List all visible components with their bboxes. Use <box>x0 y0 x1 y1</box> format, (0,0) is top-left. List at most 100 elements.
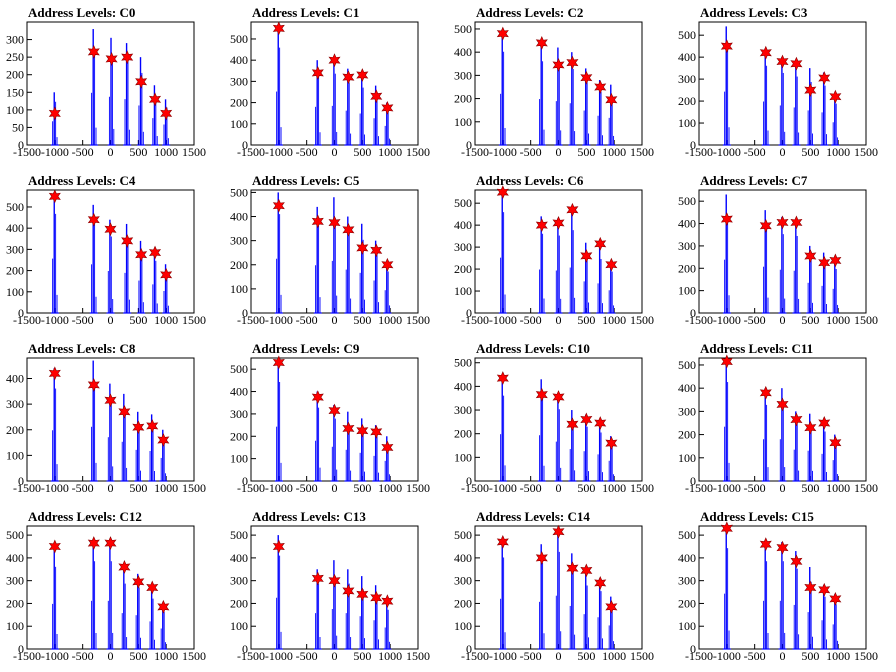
y-tick-label: 400 <box>454 45 472 59</box>
x-tick-label: 500 <box>577 481 595 495</box>
x-tick-label: -1500 <box>461 145 489 159</box>
x-tick-label: 500 <box>801 313 819 327</box>
x-tick-label: -1000 <box>41 649 69 663</box>
level-marker <box>566 55 579 70</box>
x-tick-label: 0 <box>332 481 338 495</box>
x-tick-label: -1000 <box>41 481 69 495</box>
y-tick-label: 0 <box>18 474 24 488</box>
x-tick-label: 500 <box>129 649 147 663</box>
y-tick-label: 0 <box>690 138 696 152</box>
x-tick-label: 1000 <box>154 145 178 159</box>
level-marker <box>311 214 324 229</box>
y-tick-label: 0 <box>466 474 472 488</box>
y-tick-label: 400 <box>230 385 248 399</box>
x-tick-label: -1500 <box>237 481 265 495</box>
x-tick-label: -500 <box>296 481 318 495</box>
y-tick-label: 100 <box>6 285 24 299</box>
level-marker <box>272 355 285 370</box>
y-tick-label: 400 <box>678 381 696 395</box>
y-tick-label: 200 <box>6 264 24 278</box>
level-marker <box>370 243 383 258</box>
y-tick-label: 200 <box>6 596 24 610</box>
chart-panel: Address Levels: C11 0 100 200 300 400 500 -1500… <box>672 336 896 504</box>
x-tick-label: 500 <box>577 145 595 159</box>
x-tick-label: -1500 <box>685 649 713 663</box>
chart-title: Address Levels: C12 <box>28 509 142 524</box>
histogram-plot: 0 100 200 300 400 500 -1500 -1000 -500 0 500 1000 15… <box>678 189 878 327</box>
y-tick-label: 100 <box>454 619 472 633</box>
level-marker <box>328 403 341 418</box>
y-tick-label: 0 <box>466 138 472 152</box>
level-marker <box>356 587 369 602</box>
level-marker <box>135 74 148 89</box>
y-tick-label: 500 <box>454 528 472 542</box>
y-tick-label: 200 <box>678 261 696 275</box>
level-marker <box>552 216 565 230</box>
histogram-plot: 0 100 200 300 400 500 -1500 -1000 -500 0 500 1000 15… <box>230 525 430 663</box>
chart-panel: Address Levels: C0 0 50 100 150 200 250 300 -150… <box>0 0 224 168</box>
y-tick-label: 200 <box>454 427 472 441</box>
chart-title: Address Levels: C15 <box>700 509 814 524</box>
level-marker <box>370 590 383 605</box>
chart-panel: Address Levels: C12 0 100 200 300 400 500 -1500… <box>0 504 224 672</box>
y-tick-label: 0 <box>18 642 24 656</box>
x-tick-label: -500 <box>520 145 542 159</box>
x-tick-label: -500 <box>520 313 542 327</box>
level-marker <box>121 233 134 248</box>
level-marker <box>552 57 565 72</box>
x-tick-label: 0 <box>332 313 338 327</box>
level-marker <box>149 245 162 260</box>
y-tick-label: 0 <box>466 306 472 320</box>
y-tick-label: 500 <box>678 528 696 542</box>
level-marker <box>594 80 607 94</box>
level-marker <box>272 21 285 36</box>
level-marker <box>356 240 369 255</box>
level-marker <box>87 377 100 392</box>
level-marker <box>48 539 61 554</box>
level-marker <box>720 212 733 227</box>
y-tick-label: 100 <box>230 117 248 131</box>
level-marker <box>580 412 593 427</box>
level-marker <box>381 257 394 272</box>
y-tick-label: 0 <box>690 642 696 656</box>
y-tick-label: 400 <box>454 379 472 393</box>
y-tick-label: 400 <box>678 217 696 231</box>
x-tick-label: 500 <box>801 649 819 663</box>
histogram-plot: 0 100 200 300 400 500 -1500 -1000 -500 0 500 1000 15… <box>6 525 206 663</box>
x-tick-label: 500 <box>801 145 819 159</box>
level-marker <box>776 215 789 230</box>
y-tick-label: 500 <box>230 185 248 199</box>
y-tick-label: 500 <box>454 22 472 36</box>
x-tick-label: 1500 <box>182 145 206 159</box>
x-tick-label: -500 <box>744 649 766 663</box>
x-tick-label: 1000 <box>826 481 850 495</box>
x-tick-label: 0 <box>780 481 786 495</box>
x-tick-label: -1000 <box>265 649 293 663</box>
level-marker <box>146 580 159 595</box>
x-tick-label: 1500 <box>630 481 654 495</box>
level-marker <box>87 44 100 59</box>
level-marker <box>328 573 341 588</box>
x-tick-label: 1000 <box>826 145 850 159</box>
y-tick-label: 300 <box>678 404 696 418</box>
level-marker <box>818 582 831 597</box>
x-tick-label: -1500 <box>685 313 713 327</box>
x-tick-label: 1500 <box>630 145 654 159</box>
y-tick-label: 500 <box>678 194 696 208</box>
x-tick-label: -1500 <box>237 145 265 159</box>
level-marker <box>149 92 162 107</box>
chart-title: Address Levels: C10 <box>476 341 590 356</box>
level-marker <box>580 70 593 85</box>
level-marker <box>535 35 548 50</box>
chart-panel: Address Levels: C10 0 100 200 300 400 500 -1500… <box>448 336 672 504</box>
level-marker <box>829 435 842 450</box>
x-tick-label: -500 <box>72 145 94 159</box>
x-tick-label: 0 <box>332 145 338 159</box>
x-tick-label: 500 <box>353 313 371 327</box>
level-marker <box>104 222 117 237</box>
x-tick-label: 0 <box>108 481 114 495</box>
level-marker <box>342 70 355 85</box>
y-tick-label: 300 <box>230 234 248 248</box>
level-marker <box>87 536 100 551</box>
y-tick-label: 200 <box>678 94 696 108</box>
